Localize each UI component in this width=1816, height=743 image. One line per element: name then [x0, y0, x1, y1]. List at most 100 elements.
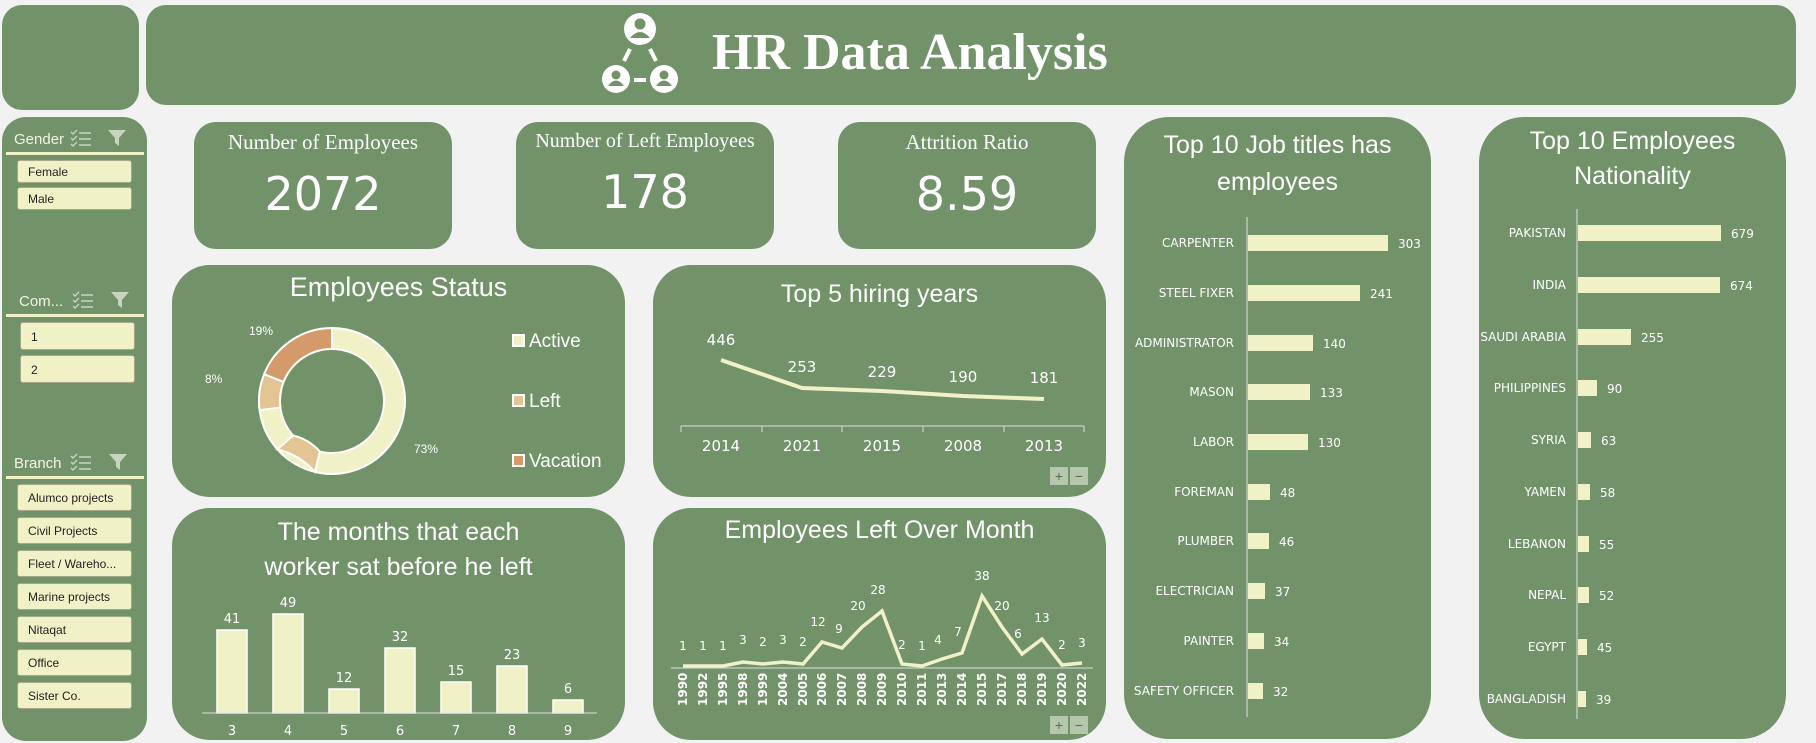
svg-text:SYRIA: SYRIA: [1531, 433, 1567, 447]
legend-swatch: [512, 394, 525, 407]
svg-text:58: 58: [1600, 486, 1615, 500]
slicer-item-fleet[interactable]: Fleet / Wareho...: [17, 550, 132, 577]
svg-text:46: 46: [1279, 535, 1294, 549]
bar-chart[interactable]: 41 49 12 32 15 23 6 3 4 5 6 7 8 9: [172, 508, 625, 740]
slicer-item-nitaqat[interactable]: Nitaqat: [17, 616, 132, 643]
svg-text:39: 39: [1596, 693, 1611, 707]
horizontal-bar-chart[interactable]: CARPENTER STEEL FIXER ADMINISTRATOR MASON LA…: [1124, 117, 1431, 739]
svg-text:4: 4: [284, 724, 292, 739]
svg-text:ADMINISTRATOR: ADMINISTRATOR: [1135, 336, 1234, 350]
svg-text:YAMEN: YAMEN: [1523, 485, 1566, 499]
svg-text:674: 674: [1730, 279, 1753, 293]
svg-text:PHILIPPINES: PHILIPPINES: [1494, 381, 1566, 395]
svg-text:13: 13: [1034, 611, 1049, 625]
slicer-item-alumco[interactable]: Alumco projects: [17, 484, 132, 511]
svg-text:6: 6: [564, 682, 572, 697]
chart-zoom-controls: + −: [1050, 716, 1090, 734]
expand-button[interactable]: +: [1050, 467, 1068, 485]
title-line: Nationality: [1574, 162, 1691, 190]
svg-text:303: 303: [1398, 237, 1421, 251]
svg-text:28: 28: [870, 583, 885, 597]
svg-text:2011: 2011: [915, 673, 929, 706]
svg-text:2006: 2006: [815, 673, 829, 706]
horizontal-bar-chart[interactable]: PAKISTAN INDIA SAUDI ARABIA PHILIPPINES SYRI…: [1479, 117, 1786, 739]
title-line: Top 10 Job titles has: [1163, 131, 1392, 159]
svg-text:2019: 2019: [1035, 673, 1049, 706]
chart-top-hiring-years: Top 5 hiring years 446 253 229 190 181 2014 2…: [653, 265, 1106, 497]
svg-text:2010: 2010: [895, 673, 909, 706]
svg-text:181: 181: [1030, 369, 1059, 387]
svg-text:20: 20: [850, 599, 865, 613]
svg-text:12: 12: [336, 671, 353, 686]
line-chart[interactable]: 446 253 229 190 181 2014 2021 2015 2008 2013: [653, 265, 1106, 497]
svg-text:5: 5: [340, 724, 348, 739]
kpi-value: 8.59: [915, 167, 1019, 221]
svg-text:1: 1: [719, 639, 727, 653]
kpi-label: Attrition Ratio: [905, 130, 1029, 154]
slicer-item-sister-co[interactable]: Sister Co.: [17, 682, 132, 709]
svg-text:3: 3: [228, 724, 236, 739]
collapse-button[interactable]: −: [1070, 467, 1088, 485]
svg-text:23: 23: [504, 648, 521, 663]
chart-title: Employees Left Over Month: [724, 516, 1035, 544]
clear-filter-icon[interactable]: [106, 129, 128, 147]
chart-employees-left-over-month: Employees Left Over Month 1 1 1 3 2 3 2 12 9 20 28…: [653, 508, 1106, 740]
svg-text:3: 3: [1078, 636, 1086, 650]
collapse-button[interactable]: −: [1070, 716, 1088, 734]
svg-text:255: 255: [1641, 331, 1664, 345]
svg-text:2022: 2022: [1075, 673, 1089, 706]
slicer-item-civil[interactable]: Civil Projects: [17, 517, 132, 544]
svg-text:7: 7: [954, 625, 962, 639]
svg-text:MASON: MASON: [1189, 385, 1234, 399]
svg-text:PLUMBER: PLUMBER: [1177, 534, 1234, 548]
chart-top-nationality: Top 10 Employees Nationality PAKISTAN INDI…: [1479, 117, 1786, 739]
legend-swatch: [512, 454, 525, 467]
svg-text:2015: 2015: [863, 437, 901, 455]
svg-text:1995: 1995: [716, 673, 730, 706]
pct-label-left: 8%: [205, 372, 223, 386]
svg-text:34: 34: [1274, 635, 1289, 649]
svg-text:2: 2: [799, 635, 807, 649]
legend-vacation: Vacation: [512, 451, 602, 473]
svg-text:9: 9: [835, 622, 843, 636]
slicer-item-male[interactable]: Male: [17, 187, 132, 210]
chart-title: Top 10 Employees Nationality: [1479, 124, 1786, 194]
slicer-item-office[interactable]: Office: [17, 649, 132, 676]
clear-filter-icon[interactable]: [109, 291, 131, 309]
svg-text:4: 4: [934, 633, 942, 647]
svg-text:2014: 2014: [955, 673, 969, 706]
svg-text:2004: 2004: [776, 673, 790, 706]
multi-select-icon[interactable]: [72, 291, 94, 309]
title-line: worker sat before he left: [264, 553, 533, 581]
svg-text:52: 52: [1599, 589, 1614, 603]
svg-text:LEBANON: LEBANON: [1508, 537, 1566, 551]
multi-select-icon[interactable]: [70, 453, 92, 471]
slicer-com-label: Com...: [19, 293, 64, 310]
multi-select-icon[interactable]: [70, 129, 92, 147]
slicer-item-female[interactable]: Female: [17, 160, 132, 183]
svg-text:LABOR: LABOR: [1193, 435, 1234, 449]
svg-text:241: 241: [1370, 287, 1393, 301]
title-line: The months that each: [277, 518, 520, 546]
chart-months-before-left: The months that each worker sat before he…: [172, 508, 625, 740]
svg-text:1: 1: [679, 639, 687, 653]
slicer-item-2[interactable]: 2: [20, 355, 135, 383]
svg-text:1: 1: [699, 639, 707, 653]
clear-filter-icon[interactable]: [107, 453, 129, 471]
slicer-item-marine[interactable]: Marine projects: [17, 583, 132, 610]
legend-label: Left: [529, 391, 561, 412]
svg-text:PAINTER: PAINTER: [1184, 634, 1234, 648]
svg-text:6: 6: [396, 724, 404, 739]
svg-text:20: 20: [994, 599, 1009, 613]
slicer-item-1[interactable]: 1: [20, 322, 135, 350]
chart-title: Employees Status: [289, 272, 508, 302]
svg-text:133: 133: [1320, 386, 1343, 400]
expand-button[interactable]: +: [1050, 716, 1068, 734]
svg-text:2014: 2014: [702, 437, 740, 455]
svg-text:CARPENTER: CARPENTER: [1162, 236, 1234, 250]
kpi-left-employees: Number of Left Employees 178: [516, 122, 774, 249]
people-network-icon: [602, 13, 678, 93]
svg-text:253: 253: [788, 358, 817, 376]
donut-chart[interactable]: [172, 265, 625, 497]
